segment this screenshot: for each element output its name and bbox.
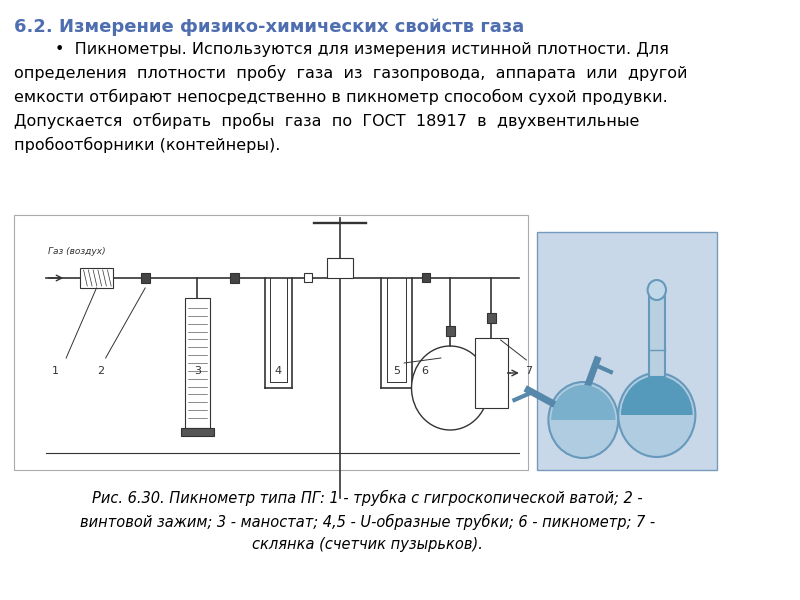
Bar [230, 273, 239, 283]
Text: 5: 5 [393, 366, 400, 376]
Bar [649, 295, 665, 377]
Text: 4: 4 [274, 366, 282, 376]
Wedge shape [551, 385, 615, 420]
Text: Газ (воздух): Газ (воздух) [48, 247, 106, 256]
Bar [141, 273, 150, 283]
Text: 3: 3 [194, 366, 201, 376]
Bar [422, 273, 430, 282]
Circle shape [549, 382, 618, 458]
Bar [327, 258, 353, 278]
Bar [475, 338, 508, 408]
Circle shape [648, 280, 666, 300]
Bar [181, 428, 214, 436]
Bar [185, 298, 210, 428]
Text: Рис. 6.30. Пикнометр типа ПГ: 1 - трубка с гигроскопической ватой; 2 -
винтовой : Рис. 6.30. Пикнометр типа ПГ: 1 - трубка… [80, 490, 655, 553]
Text: 2: 2 [98, 366, 105, 376]
Text: 7: 7 [525, 366, 532, 376]
Bar [80, 268, 113, 288]
Text: 6.2. Измерение физико-химических свойств газа: 6.2. Измерение физико-химических свойств… [14, 18, 524, 36]
Bar [14, 215, 528, 470]
Text: 1: 1 [52, 366, 58, 376]
Circle shape [618, 373, 695, 457]
Circle shape [411, 346, 489, 430]
Wedge shape [621, 376, 693, 415]
Text: 6: 6 [421, 366, 428, 376]
Text: •  Пикнометры. Используются для измерения истинной плотности. Для
определения  п: • Пикнометры. Используются для измерения… [14, 42, 687, 153]
Bar [487, 313, 496, 323]
Bar [538, 232, 717, 470]
Bar [304, 273, 312, 282]
Bar [446, 326, 454, 336]
